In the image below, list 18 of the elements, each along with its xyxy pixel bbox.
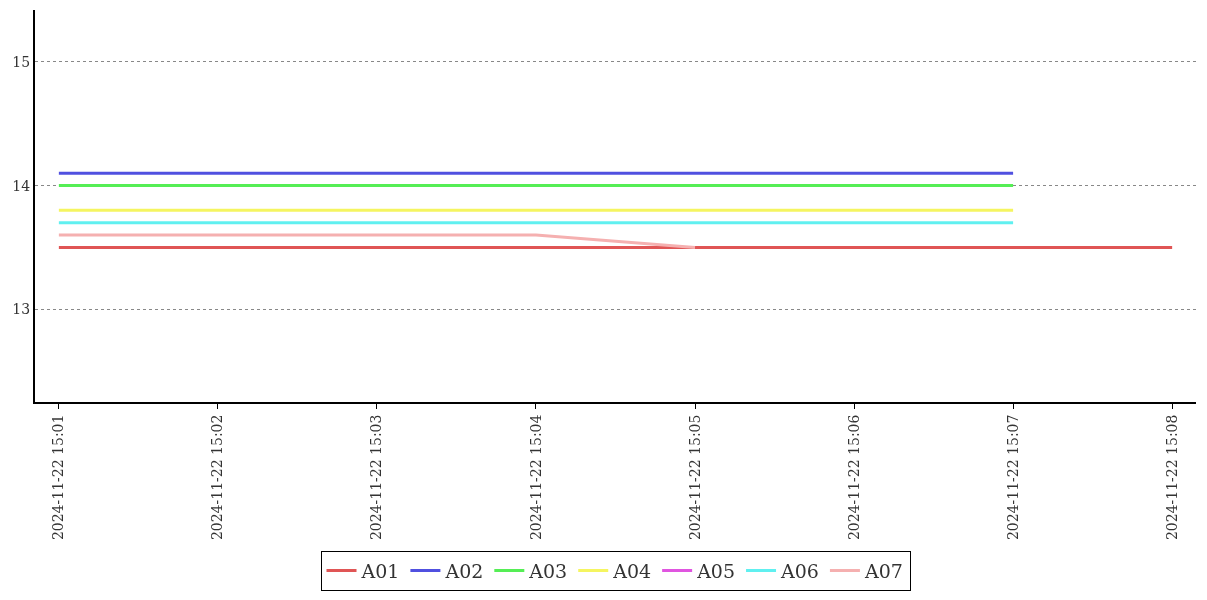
legend-label: A06 xyxy=(780,559,819,582)
x-tick-label: 2024-11-22 15:02 xyxy=(209,414,226,541)
legend-label: A07 xyxy=(863,559,903,582)
y-tick-label: 14 xyxy=(12,177,31,194)
legend-label: A02 xyxy=(444,559,484,582)
legend-label: A01 xyxy=(360,559,400,582)
x-tick-label: 2024-11-22 15:01 xyxy=(50,414,67,541)
y-tick-label: 13 xyxy=(12,301,31,318)
legend-label: A05 xyxy=(696,559,736,582)
legend-label: A03 xyxy=(528,559,568,582)
legend-label: A04 xyxy=(612,559,652,582)
x-tick-label: 2024-11-22 15:06 xyxy=(845,414,862,541)
x-tick-label: 2024-11-22 15:03 xyxy=(368,414,385,541)
x-tick-label: 2024-11-22 15:04 xyxy=(527,414,544,541)
y-tick-label: 15 xyxy=(12,53,31,70)
x-tick-label: 2024-11-22 15:05 xyxy=(686,414,703,541)
x-tick-label: 2024-11-22 15:07 xyxy=(1004,414,1021,541)
x-tick-label: 2024-11-22 15:08 xyxy=(1163,414,1180,541)
